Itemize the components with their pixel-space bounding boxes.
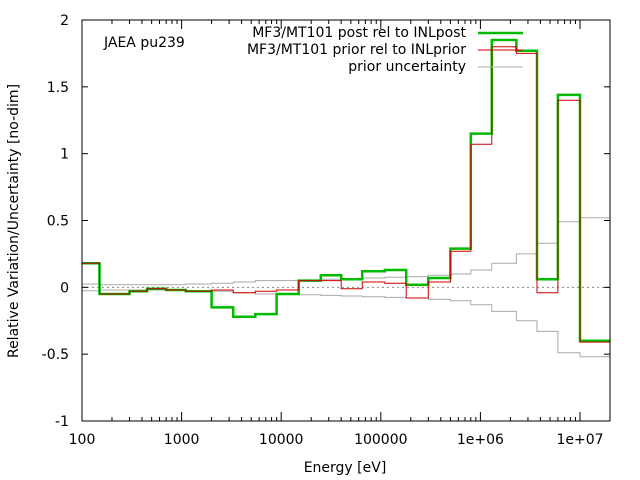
series-2 <box>82 217 610 358</box>
series-1 <box>82 46 610 343</box>
series-line <box>82 217 610 286</box>
y-tick-label: 0.5 <box>47 214 69 230</box>
x-tick-label: 1e+07 <box>556 432 603 448</box>
chart-annotation: JAEA pu239 <box>103 35 185 51</box>
series-layer <box>82 38 610 358</box>
plot-frame <box>81 19 611 422</box>
series-line-mirror <box>82 289 610 358</box>
y-tick-label: -1 <box>55 414 69 430</box>
legend-label: prior uncertainty <box>348 59 466 75</box>
legend-label: MF3/MT101 post rel to INLpost <box>252 25 466 41</box>
y-tick-label: 2 <box>60 13 69 29</box>
series-line <box>82 46 610 343</box>
y-axis-label: Relative Variation/Uncertainty [no-dim] <box>6 84 22 358</box>
x-tick-label: 100 <box>69 432 96 448</box>
x-tick-label: 10000 <box>259 432 304 448</box>
y-tick-label: 1.5 <box>47 80 69 96</box>
y-tick-label: -0.5 <box>42 347 69 363</box>
y-tick-label: 0 <box>60 280 69 296</box>
x-tick-label: 1e+06 <box>457 432 504 448</box>
ticks-layer: -1 -0.5 0 0.5 1 1.5 2 100 1000 10000 100000 1e+06 1e… <box>42 13 611 448</box>
x-tick-label: 1000 <box>164 432 200 448</box>
legend-label: MF3/MT101 prior rel to INLprior <box>247 42 466 58</box>
x-axis-label: Energy [eV] <box>304 460 387 476</box>
y-tick-label: 1 <box>60 147 69 163</box>
x-tick-label: 100000 <box>354 432 407 448</box>
